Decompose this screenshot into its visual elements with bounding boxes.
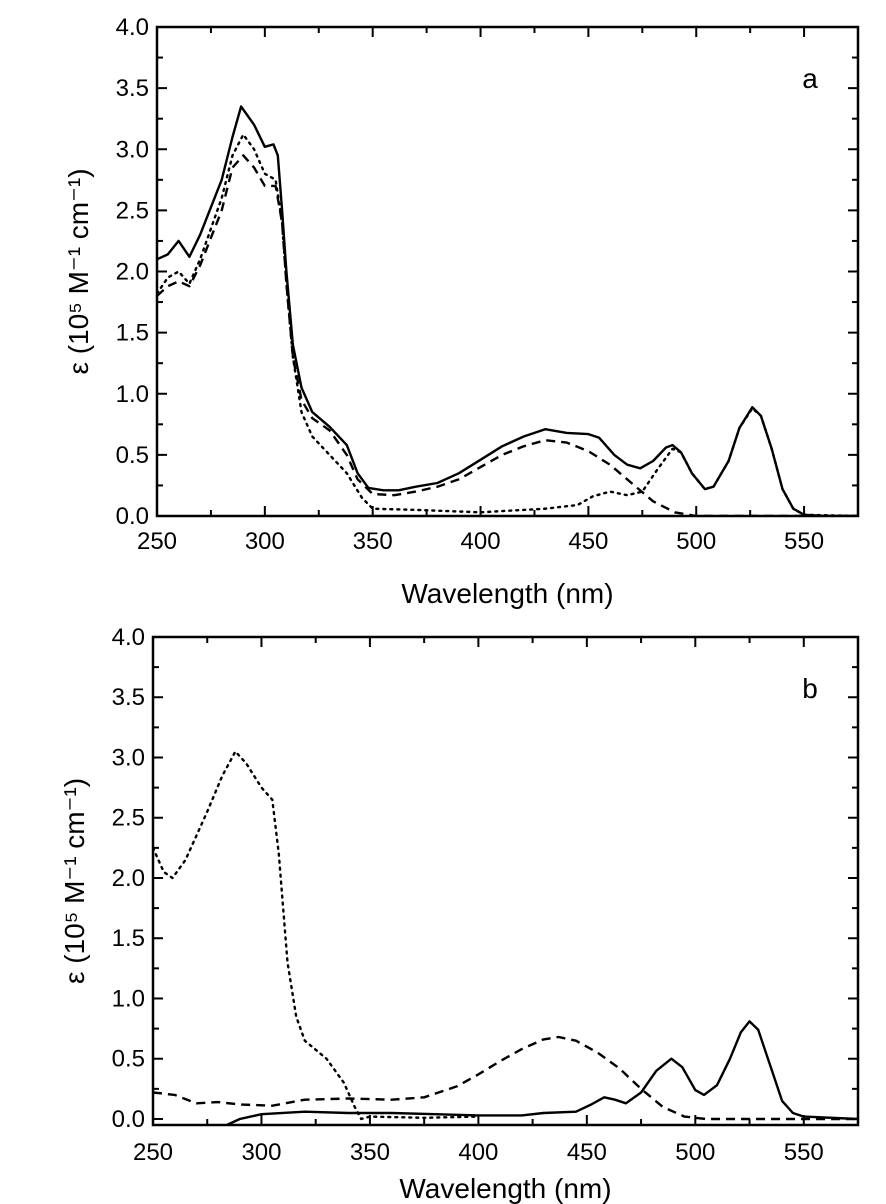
chart-panel-b: 250 300 350 400 450 500 550 0.0 0.5 1.0 1.5 2.0 2.5 3… xyxy=(59,624,860,1204)
series-line-dashed xyxy=(153,1035,858,1121)
y-tick-label: 1.5 xyxy=(112,925,145,952)
y-tick-label: 0.0 xyxy=(116,503,149,530)
y-tick-label: 2.5 xyxy=(116,197,149,224)
y-tick-label: 3.5 xyxy=(112,684,145,711)
series-line-solid xyxy=(226,1020,858,1125)
y-tick-label: 2.0 xyxy=(116,259,149,286)
x-tick-label: 250 xyxy=(137,528,177,555)
x-tick-label: 550 xyxy=(784,1139,824,1166)
y-tick-label: 0.5 xyxy=(112,1046,145,1073)
series-line-dotted xyxy=(157,133,858,516)
x-tick-label: 400 xyxy=(458,1139,498,1166)
x-tick-label: 400 xyxy=(461,528,501,555)
y-tick-label: 4.0 xyxy=(116,14,149,41)
x-tick-label: 450 xyxy=(568,528,608,555)
y-tick-label: 3.5 xyxy=(116,75,149,102)
chart-panel-a: 250 300 350 400 450 500 550 0.0 0.5 1.0 1.5 2.0 2.5 3… xyxy=(63,14,860,609)
y-tick-label: 0.5 xyxy=(116,442,149,469)
panel-label: b xyxy=(802,673,818,704)
x-axis-label: Wavelength (nm) xyxy=(399,1173,611,1204)
panel-label: a xyxy=(802,63,818,94)
x-axis-label: Wavelength (nm) xyxy=(401,578,613,609)
x-tick-label: 250 xyxy=(133,1139,173,1166)
x-tick-label: 500 xyxy=(675,1139,715,1166)
x-tick-label: 450 xyxy=(567,1139,607,1166)
series-line-dotted xyxy=(153,750,480,1121)
y-tick-label: 4.0 xyxy=(112,624,145,651)
x-tick-label: 350 xyxy=(350,1139,390,1166)
y-tick-label: 2.5 xyxy=(112,805,145,832)
x-tick-label: 300 xyxy=(241,1139,281,1166)
y-tick-label: 0.0 xyxy=(112,1106,145,1133)
y-tick-label: 1.0 xyxy=(112,985,145,1012)
y-axis-label: ε (10⁵ M⁻¹ cm⁻¹) xyxy=(63,168,94,374)
y-axis-label: ε (10⁵ M⁻¹ cm⁻¹) xyxy=(59,778,90,984)
series-line-dashed xyxy=(157,154,858,516)
y-tick-label: 1.5 xyxy=(116,320,149,347)
y-tick-label: 3.0 xyxy=(116,136,149,163)
plot-frame xyxy=(151,635,860,1127)
y-tick-label: 1.0 xyxy=(116,381,149,408)
x-tick-label: 300 xyxy=(245,528,285,555)
y-tick-label: 2.0 xyxy=(112,865,145,892)
x-tick-label: 350 xyxy=(353,528,393,555)
x-tick-label: 500 xyxy=(676,528,716,555)
y-tick-label: 3.0 xyxy=(112,744,145,771)
x-tick-label: 550 xyxy=(784,528,824,555)
